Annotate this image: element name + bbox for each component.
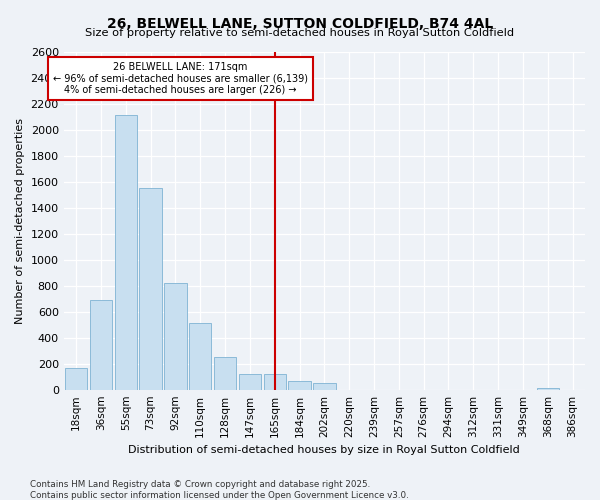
Bar	[289, 380, 311, 390]
Bar	[65, 368, 87, 390]
Text: Size of property relative to semi-detached houses in Royal Sutton Coldfield: Size of property relative to semi-detach…	[85, 28, 515, 38]
Bar	[239, 374, 261, 390]
Bar	[139, 188, 162, 390]
Bar	[313, 383, 335, 390]
Y-axis label: Number of semi-detached properties: Number of semi-detached properties	[15, 118, 25, 324]
Text: 26 BELWELL LANE: 171sqm
← 96% of semi-detached houses are smaller (6,139)
4% of : 26 BELWELL LANE: 171sqm ← 96% of semi-de…	[53, 62, 308, 95]
Bar	[115, 115, 137, 390]
Bar	[536, 388, 559, 390]
Bar	[263, 374, 286, 390]
Bar	[90, 300, 112, 390]
X-axis label: Distribution of semi-detached houses by size in Royal Sutton Coldfield: Distribution of semi-detached houses by …	[128, 445, 520, 455]
Bar	[189, 324, 211, 390]
Bar	[164, 283, 187, 390]
Text: Contains HM Land Registry data © Crown copyright and database right 2025.
Contai: Contains HM Land Registry data © Crown c…	[30, 480, 409, 500]
Bar	[214, 357, 236, 390]
Text: 26, BELWELL LANE, SUTTON COLDFIELD, B74 4AL: 26, BELWELL LANE, SUTTON COLDFIELD, B74 …	[107, 18, 493, 32]
